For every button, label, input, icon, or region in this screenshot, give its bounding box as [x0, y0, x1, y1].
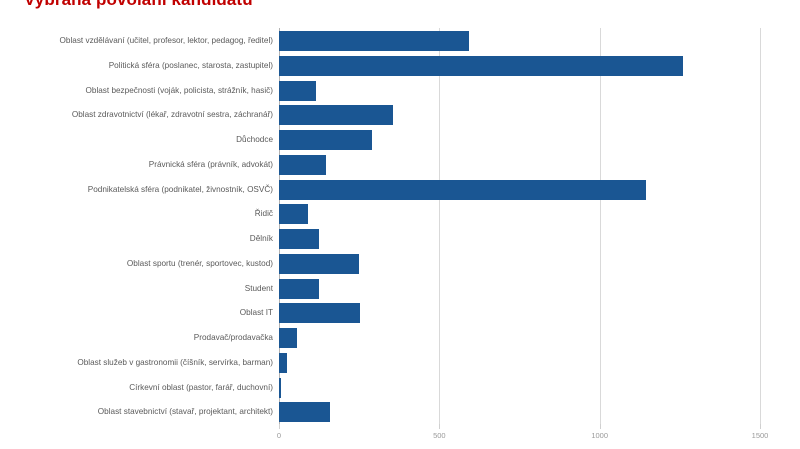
bar[interactable]: [279, 80, 316, 101]
category-label: Oblast služeb v gastronomii (číšník, ser…: [77, 357, 273, 367]
bar-row: [279, 276, 760, 302]
gridlines: [279, 28, 761, 424]
bar[interactable]: [279, 204, 308, 225]
bar[interactable]: [279, 154, 326, 175]
category-label: Řidič: [254, 209, 273, 219]
bar[interactable]: [279, 253, 360, 274]
bar-row: [279, 201, 760, 227]
gridline-0: [279, 28, 280, 424]
bar[interactable]: [279, 105, 393, 126]
bar-row: [279, 28, 760, 54]
bar[interactable]: [279, 179, 647, 200]
plot-area: [279, 28, 761, 424]
bar[interactable]: [279, 31, 469, 51]
bar[interactable]: [279, 377, 281, 398]
x-tick-mark: [439, 424, 441, 429]
gridline-1000: [599, 28, 601, 424]
x-tick-label: 1000: [591, 431, 608, 440]
x-tick-mark: [760, 424, 761, 429]
bar-row: [279, 78, 760, 104]
bar-row: [279, 152, 760, 178]
category-label: Student: [244, 283, 273, 293]
bar[interactable]: [279, 278, 319, 299]
x-tick-mark: [279, 424, 280, 429]
bar-row: [279, 177, 760, 203]
page-title: Vybraná povolání kandidátů: [24, 0, 253, 10]
bar-row: [279, 399, 760, 425]
bar-row: [279, 300, 760, 326]
category-label: Podnikatelská sféra (podnikatel, živnost…: [87, 184, 273, 194]
x-tick-mark: [599, 424, 601, 429]
category-label: Právnická sféra (právník, advokát): [148, 159, 273, 169]
bar-row: [279, 102, 760, 128]
bar-row: [279, 375, 760, 401]
category-label: Politická sféra (poslanec, starosta, zas…: [108, 60, 273, 70]
bar-series: [279, 28, 760, 424]
bar-row: [279, 53, 760, 79]
category-label: Oblast bezpečnosti (voják, policista, st…: [85, 85, 273, 95]
bar[interactable]: [279, 402, 330, 423]
bar[interactable]: [279, 328, 298, 348]
category-label: Oblast stavebnictví (stavař, projektant,…: [97, 407, 273, 417]
bar[interactable]: [279, 130, 372, 150]
bar-row: [279, 325, 760, 351]
category-label: Oblast vzdělávaní (učitel, profesor, lek…: [59, 36, 273, 45]
bar-row: [279, 251, 760, 277]
x-tick-label: 500: [433, 431, 446, 440]
gridline-500: [439, 28, 441, 424]
category-label: Oblast zdravotnictví (lékař, zdravotní s…: [71, 110, 273, 120]
x-axis: 0 500 1000 1500: [276, 424, 768, 449]
category-label: Oblast sportu (trenér, sportovec, kustod…: [126, 258, 273, 268]
bar-row: [279, 350, 760, 376]
bar[interactable]: [279, 352, 288, 373]
gridline-1500: [760, 28, 761, 424]
category-axis-labels: Oblast vzdělávaní (učitel, profesor, lek…: [0, 28, 273, 424]
category-label: Důchodce: [236, 135, 273, 144]
bar[interactable]: [279, 303, 361, 324]
bar[interactable]: [279, 229, 319, 249]
category-label: Dělník: [249, 234, 273, 243]
bar-row: [279, 127, 760, 153]
bar[interactable]: [279, 55, 684, 76]
category-label: Oblast IT: [239, 308, 273, 318]
bar-row: [279, 226, 760, 252]
x-tick-label: 1500: [751, 431, 769, 440]
category-label: Prodavač/prodavačka: [193, 333, 273, 342]
category-label: Církevní oblast (pastor, farář, duchovní…: [129, 382, 273, 392]
x-tick-label: 0: [276, 431, 282, 440]
